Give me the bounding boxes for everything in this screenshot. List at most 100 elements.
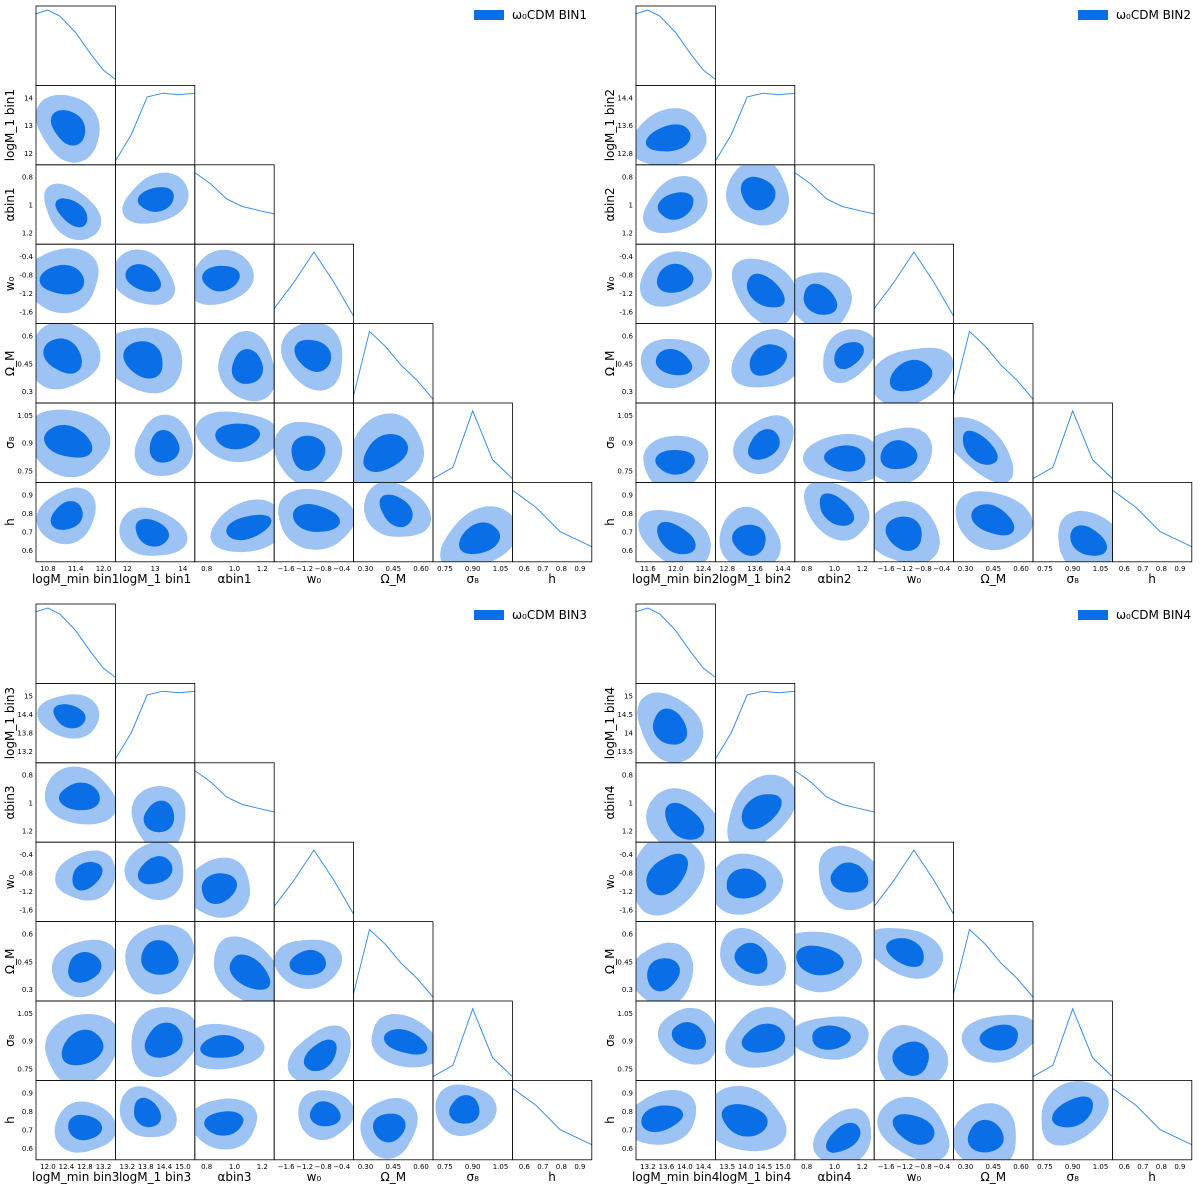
posterior-curve-sigma8 [1033,1007,1113,1078]
panel-OmegaM-vs-alpha [794,323,875,404]
contour-inner [652,708,688,745]
contour-inner [289,949,326,976]
y-axis-label: Ω_M [3,949,17,975]
panel-logM1-vs-logM1 [715,85,796,166]
y-tick-label: 1.05 [617,412,633,420]
contour-inner [143,800,175,833]
panel-alpha-vs-logMmin [635,164,716,245]
posterior-curve-alpha [794,172,875,215]
contour-inner [826,1122,861,1153]
y-axis-label: logM_1 bin2 [603,89,617,161]
y-tick-label: 0.6 [622,547,634,555]
x-tick-label: 0.45 [986,1163,1002,1171]
x-tick-label: 12.0 [96,565,112,573]
panel-w0-vs-w0 [273,243,355,324]
contour-inner [647,958,680,992]
y-tick-label: 0.6 [622,931,634,939]
x-axis-label: logM_min bin4 [632,1170,719,1184]
y-tick-label: -0.4 [619,253,633,261]
panel-h-vs-h [512,1079,593,1161]
y-tick-label: 1.05 [17,1010,33,1018]
contour-inner [892,1114,935,1145]
posterior-curve-w0 [274,849,354,915]
panel-sigma8-vs-logM1 [115,1000,196,1081]
corner-plot-bin2: 14.4 13.6 12.8 logM_1 bin2 0.8 1 1.2 αbin2 -0.4-… [600,0,1200,598]
x-tick-label: 0.8 [556,565,567,573]
x-tick-label: 0.90 [1065,1163,1081,1171]
y-tick-label: 0.75 [17,1065,33,1073]
x-tick-label: 1.0 [229,1163,240,1171]
y-axis-label: αbin3 [3,785,17,819]
posterior-curve-alpha [794,770,875,813]
y-tick-label: 0.8 [22,174,33,182]
contour-inner [819,493,855,526]
legend-swatch [474,610,504,620]
posterior-curve-logM1 [115,92,195,162]
y-tick-label: 0.9 [622,491,633,499]
posterior-curve-alpha [194,770,275,813]
x-tick-label: 13.5 [720,1163,736,1171]
contour-inner [641,1105,684,1133]
contour-inner [141,940,179,975]
y-axis-label: Ω_M [3,351,17,377]
y-tick-label: 0.7 [622,528,633,536]
contour-inner [291,435,326,471]
y-axis-label: w₀ [603,276,617,291]
contour-inner [68,951,102,983]
panel-h-vs-logMmin [35,481,116,563]
y-tick-label: 13.8 [17,729,33,737]
contour-inner [646,853,688,896]
contour-inner [741,794,782,830]
y-tick-label: -0.4 [619,851,633,859]
contour-inner [741,1023,785,1053]
panel-w0-vs-logM1 [115,243,196,324]
y-tick-label: -1.2 [619,888,633,896]
legend-swatch [474,10,504,20]
contour-inner [979,1024,1018,1051]
x-tick-label: 1.2 [257,565,268,573]
contour-inner [137,187,174,212]
x-tick-label: 0.8 [1156,565,1167,573]
panel-logM1-vs-logM1 [115,85,196,166]
y-tick-label: -1.6 [19,309,33,317]
panel-h-vs-sigma8 [432,1079,513,1161]
x-tick-label: 1.05 [493,565,509,573]
y-tick-label: -0.8 [19,272,33,280]
panel-alpha-vs-alpha [794,164,875,245]
panel-w0-vs-alpha [194,243,275,324]
panel-OmegaM-vs-OmegaM [953,323,1034,404]
contour-inner [885,516,922,551]
x-tick-label: 0.90 [465,1163,481,1171]
y-tick-label: -0.4 [19,253,33,261]
panel-h-vs-alpha [194,481,275,563]
y-tick-label: 14.4 [617,94,633,102]
x-tick-label: −0.8 [915,565,932,573]
panel-OmegaM-vs-logM1 [115,921,196,1002]
contour-inner [886,938,924,967]
contour-inner [379,494,413,528]
posterior-curve-sigma8 [1033,409,1113,480]
panel-frame [115,85,196,166]
y-axis-label: αbin4 [603,785,617,819]
x-tick-label: 14.0 [738,1163,754,1171]
panel-w0-vs-alpha [794,841,875,922]
legend-bin3: ω₀CDM BIN3 [474,608,587,622]
contour-inner [657,521,696,555]
panel-frame [35,603,116,684]
x-tick-label: 12 [123,565,132,573]
panel-h-vs-alpha [194,1079,275,1161]
panel-alpha-vs-alpha [194,164,275,245]
panel-frame [432,402,513,483]
y-tick-label: 0.7 [22,528,33,536]
contour-inner [459,522,501,555]
x-tick-label: −0.8 [315,1163,332,1171]
x-axis-label: αbin2 [817,572,851,586]
x-tick-label: −1.2 [296,1163,313,1171]
x-tick-label: 0.30 [958,565,974,573]
panel-h-vs-logM1 [715,481,796,563]
panel-sigma8-vs-alpha [194,402,275,483]
x-tick-label: 0.75 [437,1163,453,1171]
y-tick-label: -0.4 [19,851,33,859]
contour-inner [892,1041,929,1076]
